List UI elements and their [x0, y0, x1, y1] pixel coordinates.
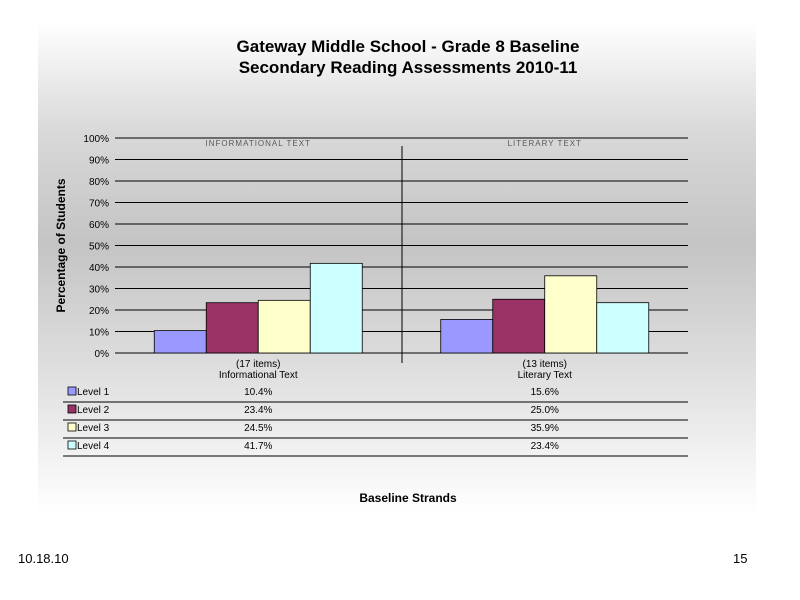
category-labels: INFORMATIONAL TEXT (17 items)Informationa… — [206, 139, 582, 381]
chart-title: Gateway Middle School - Grade 8 Baseline — [237, 37, 580, 56]
data-label: 23.4% — [531, 441, 559, 452]
bar — [309, 262, 363, 354]
category-label: Literary Text — [518, 370, 573, 381]
y-axis-label: Percentage of Students — [54, 178, 68, 312]
bar — [440, 319, 494, 354]
bar — [544, 275, 598, 354]
bar — [205, 302, 259, 354]
footer-date: 10.18.10 — [18, 551, 69, 566]
y-tick-label: 100% — [83, 134, 109, 145]
panel-header: LITERARY TEXT — [508, 139, 582, 148]
bar — [492, 298, 546, 354]
bars — [153, 262, 650, 354]
x-axis-label: Baseline Strands — [359, 491, 457, 505]
chart-subtitle: Secondary Reading Assessments 2010-11 — [239, 58, 578, 77]
data-label: 25.0% — [531, 405, 559, 416]
y-axis-ticks: 0% 10% 20% 30% 40% 50% 60% 70% 80% 90% 100% — [83, 134, 109, 360]
chart-svg: Gateway Middle School - Grade 8 Baseline… — [54, 37, 688, 505]
legend-swatch — [67, 404, 77, 414]
y-tick-label: 20% — [89, 306, 109, 317]
y-tick-label: 80% — [89, 177, 109, 188]
data-label: 15.6% — [531, 387, 559, 398]
data-table: Level 1 10.4% 15.6% Level 2 23.4% 25.0% Level … — [63, 386, 688, 457]
data-label: 35.9% — [531, 423, 559, 434]
data-label: 10.4% — [244, 387, 272, 398]
y-tick-label: 50% — [89, 242, 109, 253]
y-tick-label: 10% — [89, 328, 109, 339]
legend-swatch — [67, 440, 77, 450]
legend-swatch — [67, 422, 77, 432]
page-number: 15 — [733, 551, 748, 566]
y-tick-label: 90% — [89, 156, 109, 167]
legend-swatch — [67, 386, 77, 396]
data-label: 23.4% — [244, 405, 272, 416]
legend-entry: Level 3 — [77, 423, 110, 434]
bar — [596, 302, 650, 354]
chart-panel: Gateway Middle School - Grade 8 Baseline… — [38, 22, 756, 514]
y-tick-label: 40% — [89, 263, 109, 274]
category-items-label: (17 items) — [236, 359, 280, 370]
category-items-label: (13 items) — [523, 359, 567, 370]
data-label: 24.5% — [244, 423, 272, 434]
data-label: 41.7% — [244, 441, 272, 452]
y-tick-label: 60% — [89, 220, 109, 231]
bar — [153, 330, 207, 354]
legend-entry: Level 1 — [77, 387, 110, 398]
panel-header: INFORMATIONAL TEXT — [206, 139, 311, 148]
y-tick-label: 70% — [89, 199, 109, 210]
y-tick-label: 30% — [89, 285, 109, 296]
category-label: Informational Text — [219, 370, 298, 381]
bar — [257, 299, 311, 354]
y-tick-label: 0% — [95, 349, 110, 360]
legend-entry: Level 4 — [77, 441, 110, 452]
legend-entry: Level 2 — [77, 405, 110, 416]
